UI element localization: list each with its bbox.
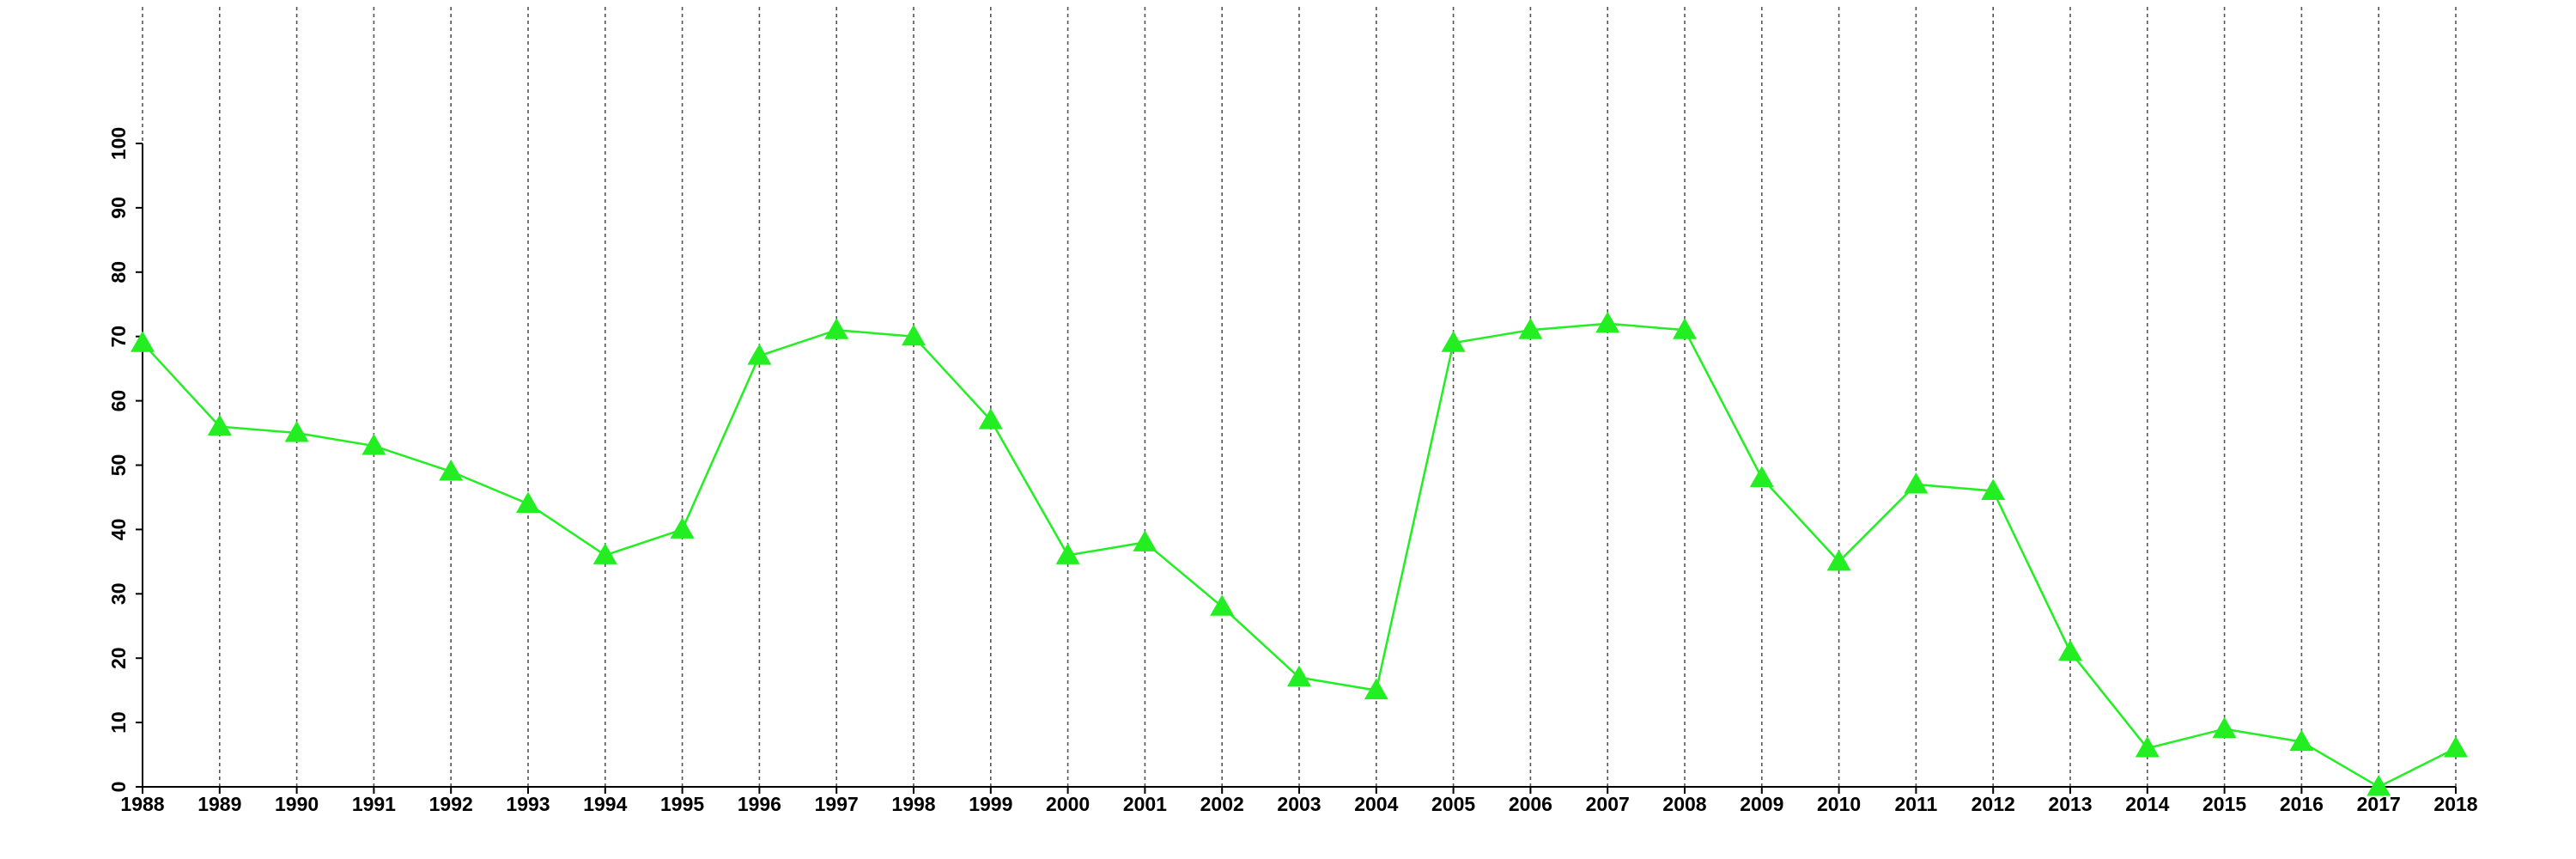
x-tick-label: 1998 [891,793,935,815]
marker [592,543,617,564]
marker [207,414,232,436]
x-tick-label: 2010 [1817,793,1861,815]
marker [516,491,540,513]
marker [1904,472,1929,494]
x-tick-label: 2012 [1971,793,2015,815]
marker [1287,665,1311,687]
x-tick-label: 2004 [1354,793,1398,815]
marker [131,331,155,352]
x-tick-label: 1988 [120,793,164,815]
marker [439,459,464,481]
marker [1826,549,1851,571]
marker [2212,716,2237,739]
x-tick-label: 2007 [1586,793,1630,815]
y-tick-label: 100 [107,127,130,160]
x-tick-label: 1990 [275,793,319,815]
y-tick-label: 40 [107,519,130,541]
x-tick-label: 1996 [738,793,781,815]
x-tick-label: 2015 [2202,793,2246,815]
marker [361,434,386,455]
x-tick-label: 1999 [969,793,1012,815]
y-tick-label: 20 [107,647,130,669]
x-tick-label: 2003 [1277,793,1321,815]
x-tick-label: 2018 [2433,793,2477,815]
marker [1210,594,1235,616]
x-tick-label: 2008 [1662,793,1706,815]
x-tick-label: 2006 [1509,793,1552,815]
marker [2135,736,2160,758]
y-tick-label: 60 [107,390,130,412]
marker [1518,318,1543,339]
x-tick-label: 2000 [1046,793,1090,815]
marker [978,408,1003,430]
x-tick-label: 1995 [660,793,704,815]
x-tick-label: 2009 [1740,793,1783,815]
y-tick-label: 80 [107,261,130,283]
marker [2058,639,2082,661]
marker [1055,543,1080,564]
marker [1441,331,1466,352]
marker [2444,736,2468,758]
y-tick-label: 30 [107,583,130,606]
marker [670,517,695,539]
marker [1133,530,1157,551]
marker [2289,729,2314,752]
x-tick-label: 1989 [197,793,241,815]
x-tick-label: 2013 [2048,793,2092,815]
x-tick-label: 1997 [815,793,859,815]
marker [824,318,849,339]
marker [2366,775,2391,796]
x-tick-label: 1991 [352,793,396,815]
marker [747,344,772,365]
marker [1595,311,1620,333]
marker [902,324,926,346]
y-tick-label: 50 [107,454,130,477]
y-tick-label: 70 [107,326,130,348]
x-tick-label: 1993 [506,793,550,815]
x-tick-label: 2017 [2357,793,2401,815]
x-tick-label: 2001 [1123,793,1167,815]
x-tick-label: 1994 [583,793,627,815]
x-tick-label: 2016 [2280,793,2324,815]
marker [1981,478,2006,500]
x-tick-label: 1992 [429,793,473,815]
x-tick-label: 2005 [1431,793,1475,815]
x-tick-label: 2011 [1894,793,1937,815]
x-tick-label: 2014 [2125,793,2169,815]
marker [284,421,309,442]
y-tick-label: 90 [107,197,130,219]
y-tick-label: 10 [107,711,130,734]
x-tick-label: 2002 [1200,793,1244,815]
marker [1673,318,1697,339]
y-tick-label: 0 [107,782,130,793]
marker [1749,466,1774,487]
marker [1364,678,1388,700]
